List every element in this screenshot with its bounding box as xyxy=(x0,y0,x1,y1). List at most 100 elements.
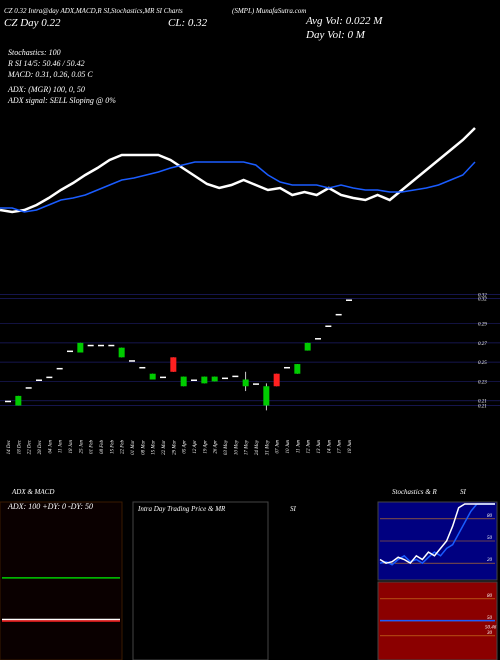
candle-body xyxy=(56,367,63,370)
candle-body xyxy=(160,376,166,379)
series-line xyxy=(0,161,476,213)
y-tick-label: 30 xyxy=(487,631,493,636)
x-tick-label: 13 Jun xyxy=(317,440,322,454)
x-tick-label: 03 May xyxy=(224,439,229,455)
header-line: CZ 0.32 Intra@day ADX,MACD,R SI,Stochast… xyxy=(4,7,183,15)
candle-body xyxy=(232,375,239,378)
x-tick-label: 14 Jun xyxy=(327,440,332,454)
panel-title: ADX & MACD xyxy=(11,488,54,496)
candle-body xyxy=(315,338,321,340)
candle-body xyxy=(191,379,197,381)
x-tick-label: 29 Mar xyxy=(172,440,177,455)
candle-body xyxy=(222,377,228,380)
candle-body xyxy=(346,299,352,301)
series-line xyxy=(379,503,495,565)
y-tick-label: 50 xyxy=(487,536,493,541)
candle-body xyxy=(139,366,146,369)
x-tick-label: 10 Jun xyxy=(286,440,291,454)
y-tick-label: 0.25 xyxy=(478,361,487,366)
adx-signal: ADX signal: SELL Sloping @ 0% xyxy=(7,96,116,105)
candle-body xyxy=(67,350,73,353)
stochastics: Stochastics: 100 xyxy=(8,48,61,57)
candle-body xyxy=(325,325,332,327)
panel-title: Stochastics & R xyxy=(392,488,437,496)
candle-body xyxy=(335,313,342,316)
panel-title: Intra Day Trading Price & MR xyxy=(137,505,226,513)
candle-body xyxy=(129,360,135,362)
x-tick-label: 01 Feb xyxy=(90,440,95,455)
x-tick-label: 01 Mar xyxy=(131,440,136,455)
y-tick-label: 50 xyxy=(487,616,493,621)
candle-body xyxy=(304,342,311,351)
rsi: R SI 14/5: 50.46 / 50.42 xyxy=(7,59,85,68)
y-tick-label: 0.32 xyxy=(478,298,487,303)
series-line xyxy=(0,127,476,214)
x-tick-label: 18 Jun xyxy=(348,440,353,454)
candle-body xyxy=(253,383,259,385)
x-tick-label: 14 Dec xyxy=(7,439,12,454)
candle-body xyxy=(170,357,177,372)
candle-body xyxy=(284,366,290,369)
x-tick-label: 22 Feb xyxy=(121,440,126,455)
day-price: CZ Day 0.22 xyxy=(4,17,61,29)
avg-volume: Avg Vol: 0.022 M xyxy=(305,15,383,27)
x-tick-label: 31 May xyxy=(265,439,270,455)
candle-body xyxy=(108,344,115,347)
adx-panel xyxy=(0,501,123,660)
y-tick-label: 0.29 xyxy=(478,323,487,328)
close-price: CL: 0.32 xyxy=(168,17,208,29)
candle-body xyxy=(15,395,22,406)
y-tick-label: 20 xyxy=(487,558,493,563)
series-line xyxy=(379,503,495,566)
x-tick-label: 15 Feb xyxy=(110,440,115,455)
x-tick-label: 24 May xyxy=(255,439,260,455)
y-tick-label: 0.27 xyxy=(478,342,487,347)
candle-body xyxy=(77,342,84,353)
x-tick-label: 11 Jan xyxy=(59,440,64,454)
x-tick-label: 22 Mar xyxy=(162,440,167,455)
candle-body xyxy=(180,376,187,387)
candle-body xyxy=(46,376,53,379)
intraday-panel xyxy=(132,501,269,660)
candle-body xyxy=(36,379,42,381)
x-tick-label: 28 Dec xyxy=(38,439,43,454)
x-tick-label: 17 Jun xyxy=(338,440,343,454)
x-tick-label: 15 Mar xyxy=(152,440,157,455)
x-tick-label: 11 Jun xyxy=(296,440,301,454)
candle-body xyxy=(201,376,208,384)
x-tick-label: 26 Apr xyxy=(214,440,219,454)
x-tick-label: 07 Jun xyxy=(276,440,281,454)
candle-body xyxy=(294,364,301,374)
candle-body xyxy=(273,373,280,387)
panel-subtitle: ADX: 100 +DY: 0 -DY: 50 xyxy=(7,502,93,511)
y-tick-label: 0.21 xyxy=(478,400,487,405)
y-tick-label: 0.23 xyxy=(478,380,487,385)
value-label: 50.46 xyxy=(485,626,497,631)
x-tick-label: 12 Apr xyxy=(193,440,198,454)
candle-body xyxy=(211,376,218,382)
x-tick-label: 18 Jan xyxy=(69,440,74,454)
x-tick-label: 12 Jun xyxy=(307,440,312,454)
candle-body xyxy=(98,344,104,347)
candle-body xyxy=(87,344,94,347)
day-volume: Day Vol: 0 M xyxy=(305,29,366,41)
candle-body xyxy=(149,373,156,380)
panel-subtitle: SI xyxy=(290,505,297,513)
x-tick-label: 19 Apr xyxy=(203,440,208,454)
x-tick-label: 05 Apr xyxy=(183,440,188,454)
x-tick-label: 18 Dec xyxy=(17,439,22,454)
y-tick-label: 80 xyxy=(487,514,493,519)
x-tick-label: 08 Feb xyxy=(100,440,105,455)
candle-body xyxy=(118,347,125,358)
x-tick-label: 17 May xyxy=(245,439,250,455)
y-tick-label: 0.21 xyxy=(478,405,487,410)
ticker: (SMPL) MunafaSutra.com xyxy=(232,7,306,15)
candle-body xyxy=(5,400,11,403)
x-tick-label: 04 Jan xyxy=(48,440,53,454)
x-tick-label: 25 Jan xyxy=(79,440,84,454)
candle-body xyxy=(25,387,32,389)
panel-subtitle: SI xyxy=(460,488,467,496)
adx: ADX: (MGR) 100, 0, 50 xyxy=(7,85,85,94)
y-tick-label: 0.32 xyxy=(478,294,487,299)
